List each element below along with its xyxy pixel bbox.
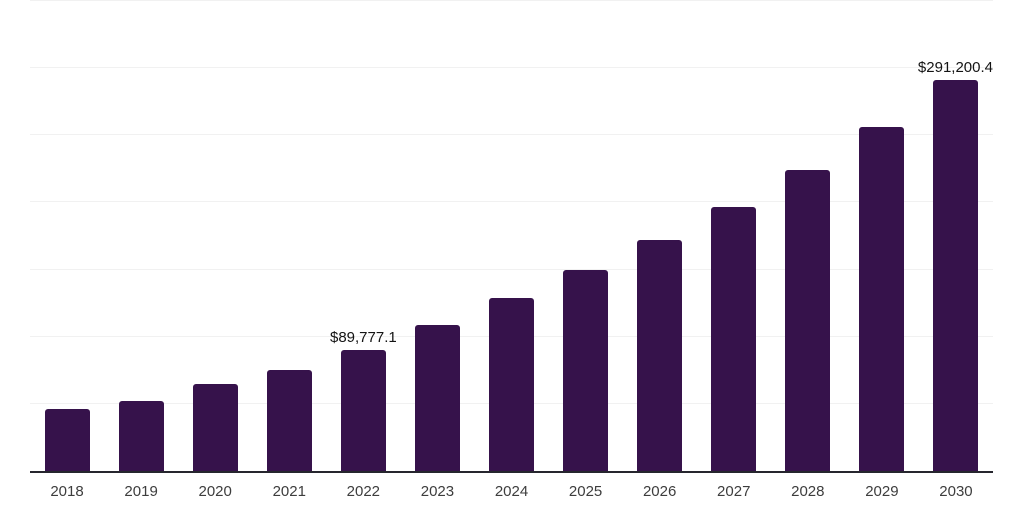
bar-slot-2030	[919, 1, 993, 471]
value-label-2022: $89,777.1	[329, 329, 397, 347]
bar-2022	[340, 350, 386, 471]
gridline-150000	[30, 268, 993, 270]
x-tick-label-2021: 2021	[272, 483, 306, 500]
bar-slot-2024	[474, 1, 548, 471]
x-tick-label-2023: 2023	[420, 483, 455, 500]
bar-slot-2018	[30, 1, 104, 471]
bar-2024	[489, 298, 534, 471]
plot-area: $89,777.1 $291,200.4	[30, 0, 993, 473]
bar-2028	[785, 169, 831, 471]
bar-2023	[414, 324, 460, 471]
x-tick-label-2029: 2029	[865, 483, 899, 500]
bar-slot-2025	[549, 1, 623, 471]
x-tick-label-2020: 2020	[198, 483, 232, 500]
bar-slot-2021	[252, 1, 326, 471]
x-tick-label-2025: 2025	[568, 483, 603, 500]
bar-2026	[637, 239, 683, 471]
bars-group	[30, 1, 993, 471]
x-tick-label-2028: 2028	[791, 483, 825, 500]
bar-2030	[933, 80, 979, 471]
bar-2020	[192, 383, 238, 471]
bar-2021	[266, 369, 312, 471]
bar-2027	[711, 206, 757, 471]
gridline-300000	[30, 67, 993, 69]
bar-slot-2020	[178, 1, 252, 471]
bar-2018	[44, 408, 90, 471]
bar-2019	[118, 400, 164, 471]
x-tick-label-2030: 2030	[939, 483, 973, 500]
x-tick-label-2026: 2026	[642, 483, 677, 500]
x-tick-label-2018: 2018	[50, 483, 84, 500]
value-label-2030: $291,200.4	[917, 59, 993, 76]
x-tick-label-2019: 2019	[124, 483, 158, 500]
gridline-250000	[30, 134, 993, 136]
bar-slot-2029	[845, 1, 919, 471]
x-axis-tick-labels: 2018 2019 2020 2021 2022 2023 2024 2025 2026 2027…	[30, 483, 993, 501]
bar-slot-2019	[104, 1, 178, 471]
bar-slot-2027	[697, 1, 771, 471]
bar-slot-2026	[623, 1, 697, 471]
bar-slot-2023	[400, 1, 474, 471]
bar-2025	[563, 269, 609, 471]
x-tick-label-2022: 2022	[346, 483, 381, 500]
x-tick-label-2027: 2027	[717, 483, 751, 500]
bar-slot-2022	[326, 1, 400, 471]
x-tick-label-2024: 2024	[494, 483, 529, 500]
gridline-350000	[30, 0, 993, 1]
bar-slot-2028	[771, 1, 845, 471]
bar-2029	[859, 127, 905, 471]
gridline-200000	[30, 201, 993, 203]
